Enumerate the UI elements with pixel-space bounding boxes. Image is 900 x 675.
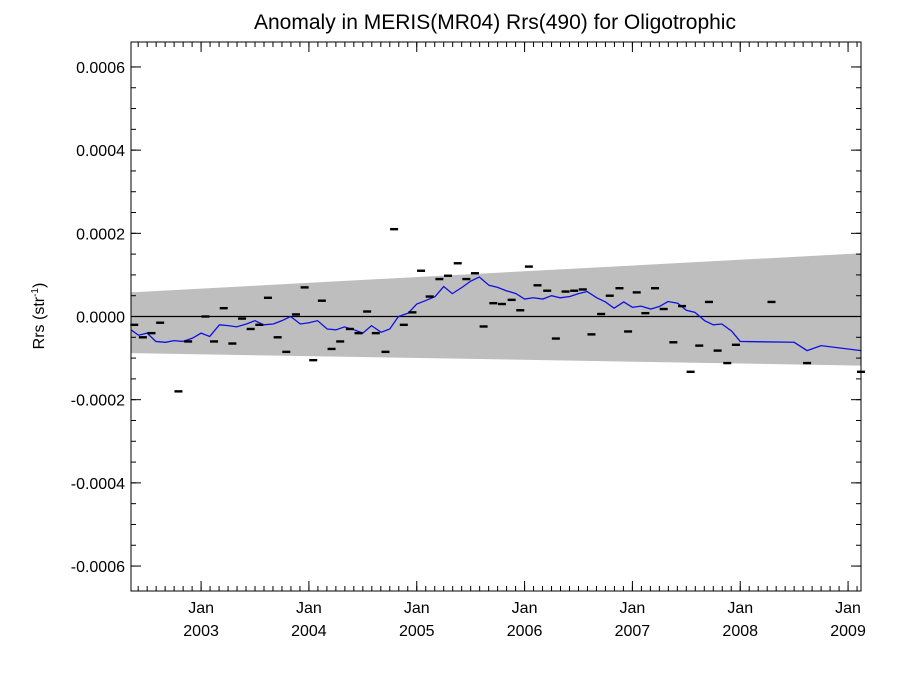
y-tick-label: -0.0002 bbox=[71, 393, 125, 410]
data-point bbox=[336, 340, 345, 343]
data-point bbox=[533, 284, 542, 287]
data-point bbox=[219, 306, 228, 310]
data-point bbox=[686, 370, 695, 374]
data-point bbox=[300, 286, 309, 289]
data-point bbox=[201, 315, 210, 318]
x-tick-month-label: Jan bbox=[296, 600, 322, 617]
data-point bbox=[507, 298, 516, 302]
x-tick-year-label: 2008 bbox=[722, 623, 758, 640]
data-point bbox=[130, 323, 139, 327]
data-point bbox=[470, 272, 479, 275]
data-point bbox=[210, 340, 219, 343]
data-point bbox=[641, 311, 650, 315]
data-point bbox=[597, 312, 606, 316]
y-tick-label: 0.0006 bbox=[76, 60, 125, 77]
y-tick-label: 0.0000 bbox=[76, 310, 125, 327]
data-point bbox=[371, 331, 380, 335]
y-axis-label-close: ) bbox=[31, 283, 48, 288]
data-point bbox=[228, 342, 237, 345]
x-tick-month-label: Jan bbox=[727, 600, 753, 617]
data-point bbox=[615, 287, 624, 290]
y-axis-label-superscript: -1 bbox=[30, 288, 41, 297]
data-point bbox=[453, 262, 462, 265]
data-point bbox=[695, 344, 704, 347]
data-point bbox=[561, 290, 570, 293]
x-tick-year-label: 2006 bbox=[507, 623, 543, 640]
data-point bbox=[578, 288, 587, 291]
data-point bbox=[354, 331, 363, 335]
data-point bbox=[138, 336, 147, 339]
data-point bbox=[669, 341, 678, 344]
data-point bbox=[651, 287, 660, 290]
y-axis-label: Rrs (str-1) bbox=[30, 283, 48, 350]
data-point bbox=[462, 277, 471, 281]
data-point bbox=[417, 269, 426, 272]
data-point bbox=[238, 317, 247, 320]
x-tick-month-label: Jan bbox=[620, 600, 646, 617]
data-point bbox=[713, 349, 722, 352]
data-point bbox=[723, 361, 732, 365]
x-tick-month-label: Jan bbox=[188, 600, 214, 617]
x-tick-year-label: 2007 bbox=[615, 623, 651, 640]
data-point bbox=[147, 331, 156, 335]
y-tick-label: -0.0004 bbox=[71, 476, 125, 493]
data-point bbox=[551, 337, 560, 340]
x-tick-year-label: 2003 bbox=[183, 623, 219, 640]
data-point bbox=[263, 296, 272, 299]
data-point bbox=[282, 350, 291, 354]
data-point bbox=[309, 358, 318, 362]
data-point bbox=[570, 289, 579, 292]
data-point bbox=[255, 323, 264, 327]
x-tick-month-label: Jan bbox=[835, 600, 861, 617]
data-point bbox=[246, 327, 255, 331]
x-tick-year-label: 2005 bbox=[399, 623, 435, 640]
data-point bbox=[444, 274, 453, 277]
data-point bbox=[174, 390, 183, 393]
data-point bbox=[489, 301, 498, 305]
data-point bbox=[327, 347, 336, 351]
data-point bbox=[435, 277, 444, 281]
series-line bbox=[130, 276, 862, 352]
y-axis-label-main: Rrs (str bbox=[31, 296, 48, 349]
y-tick-label: -0.0006 bbox=[71, 559, 125, 576]
data-point bbox=[678, 304, 687, 308]
data-point bbox=[731, 343, 740, 346]
x-tick-month-label: Jan bbox=[512, 600, 538, 617]
data-point bbox=[425, 295, 434, 298]
data-point bbox=[516, 309, 525, 312]
data-point bbox=[659, 307, 668, 311]
data-point bbox=[399, 323, 408, 327]
data-point bbox=[624, 330, 633, 333]
data-point bbox=[381, 350, 390, 354]
y-tick-label: 0.0002 bbox=[76, 226, 125, 243]
data-point bbox=[156, 321, 165, 324]
data-point bbox=[345, 327, 354, 331]
chart-title: Anomaly in MERIS(MR04) Rrs(490) for Olig… bbox=[254, 11, 736, 34]
data-point bbox=[184, 340, 193, 343]
data-point bbox=[543, 289, 552, 292]
x-tick-year-label: 2009 bbox=[830, 623, 866, 640]
y-tick-label: 0.0004 bbox=[76, 143, 125, 160]
data-point bbox=[408, 311, 417, 314]
data-point bbox=[767, 300, 776, 304]
data-point bbox=[317, 299, 326, 302]
data-point bbox=[605, 294, 614, 297]
data-point bbox=[803, 361, 812, 365]
data-point bbox=[704, 300, 713, 304]
x-tick-month-label: Jan bbox=[404, 600, 430, 617]
data-point bbox=[497, 302, 506, 306]
data-point bbox=[479, 325, 488, 328]
data-point bbox=[291, 313, 300, 316]
data-point bbox=[390, 227, 399, 231]
data-point bbox=[363, 310, 372, 313]
plot-frame bbox=[130, 41, 862, 592]
data-point bbox=[587, 333, 596, 336]
x-tick-year-label: 2004 bbox=[291, 623, 327, 640]
uncertainty-envelope bbox=[131, 253, 861, 366]
data-point bbox=[524, 265, 533, 268]
data-point bbox=[632, 291, 641, 294]
data-point bbox=[273, 336, 282, 339]
